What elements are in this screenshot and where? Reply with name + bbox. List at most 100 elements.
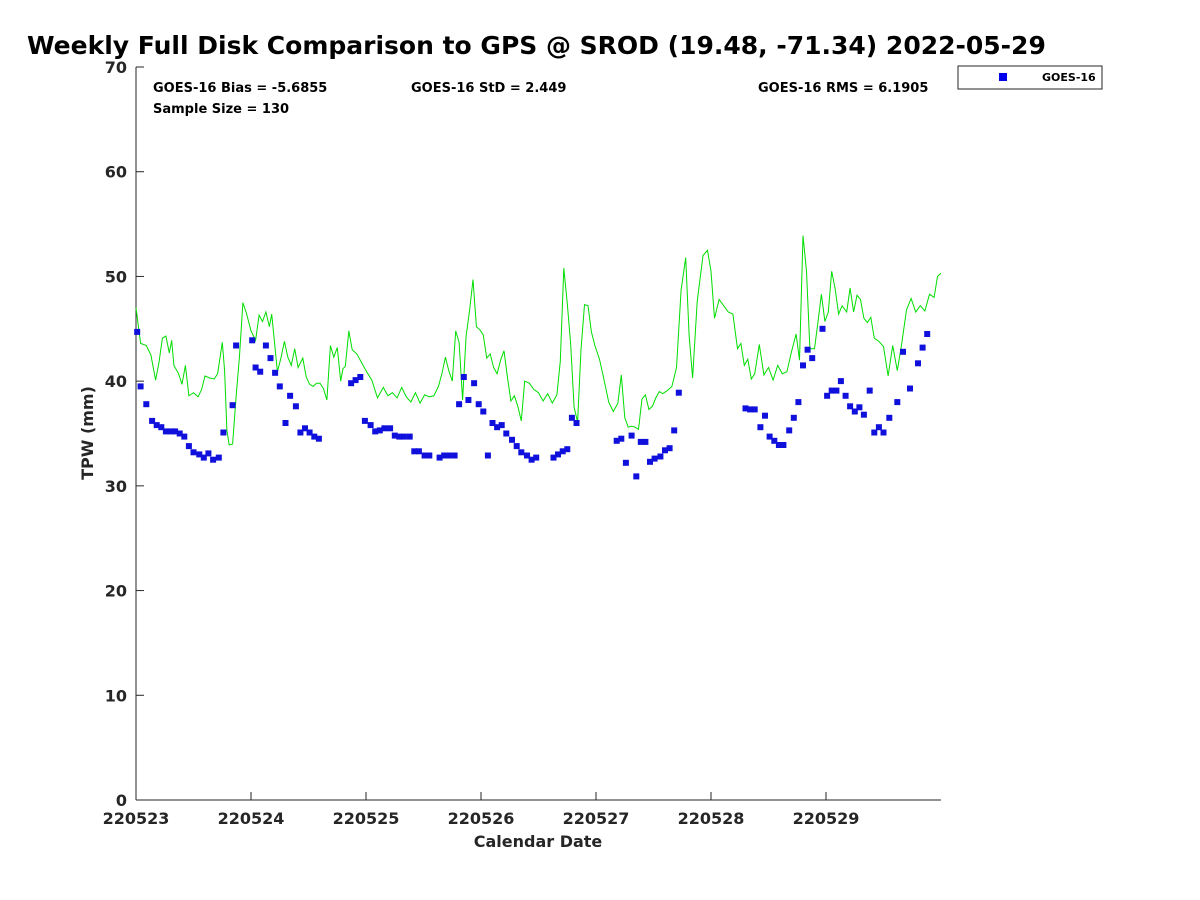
y-axis-label: TPW (mm) xyxy=(78,386,97,480)
y-tick-label: 70 xyxy=(105,58,127,77)
goes-data-point xyxy=(766,433,773,440)
x-axis-label: Calendar Date xyxy=(474,832,603,851)
goes-data-point xyxy=(220,429,227,436)
goes-data-point xyxy=(790,414,797,421)
goes-data-point xyxy=(262,342,269,349)
goes-data-point xyxy=(871,429,878,436)
goes-data-point xyxy=(800,362,806,369)
goes-data-point xyxy=(866,387,873,394)
y-tick-label: 50 xyxy=(105,267,127,286)
goes-data-point xyxy=(172,428,179,435)
x-tick-label: 220525 xyxy=(333,809,400,828)
goes-data-point xyxy=(196,451,203,458)
goes-data-point xyxy=(671,427,678,434)
goes-series xyxy=(134,325,931,480)
gps-series xyxy=(135,235,942,446)
goes-data-point xyxy=(200,454,207,461)
goes-data-point xyxy=(185,443,192,450)
goes-data-point xyxy=(489,420,496,426)
goes-data-point xyxy=(662,447,668,454)
goes-data-point xyxy=(282,420,289,426)
goes-data-point xyxy=(503,430,510,437)
goes-data-point xyxy=(842,392,849,399)
goes-data-point xyxy=(555,451,561,458)
goes-data-point xyxy=(613,437,620,444)
x-tick-label: 220523 xyxy=(103,809,170,828)
goes-data-point xyxy=(456,401,463,408)
goes-data-point xyxy=(436,454,443,461)
goes-data-point xyxy=(900,348,906,355)
goes-data-point xyxy=(406,433,413,440)
goes-data-point xyxy=(352,377,359,384)
goes-data-point xyxy=(675,389,682,396)
y-tick-label: 10 xyxy=(105,686,127,705)
goes-data-point xyxy=(158,424,165,431)
goes-data-point xyxy=(372,428,379,435)
goes-data-point xyxy=(628,432,635,439)
goes-data-point xyxy=(780,442,787,448)
goes-data-point xyxy=(153,422,160,429)
goes-data-point xyxy=(426,452,433,459)
goes-data-point xyxy=(134,328,141,335)
goes-data-point xyxy=(215,454,222,461)
goes-data-point xyxy=(915,360,921,367)
goes-data-point xyxy=(833,387,840,394)
goes-data-point xyxy=(181,433,188,440)
goes-data-point xyxy=(907,385,913,392)
goes-data-point xyxy=(633,473,640,480)
goes-data-point xyxy=(252,364,259,371)
goes-data-point xyxy=(471,380,478,387)
goes-data-point xyxy=(441,452,448,459)
x-tick-label: 220527 xyxy=(563,809,630,828)
goes-data-point xyxy=(568,414,575,421)
goes-data-point xyxy=(381,425,388,432)
goes-data-point xyxy=(642,438,649,445)
goes-data-point xyxy=(533,454,540,461)
goes-data-point xyxy=(357,374,364,380)
legend-box xyxy=(957,65,1103,90)
goes-data-point xyxy=(137,383,144,390)
goes-data-point xyxy=(824,392,831,399)
goes-data-point xyxy=(747,406,754,413)
x-tick-group: 220523 220524 220525 220526 220527 220528 2205… xyxy=(103,792,860,828)
goes-data-point xyxy=(666,445,673,452)
y-tick-label: 20 xyxy=(105,582,127,601)
legend: GOES-16 xyxy=(957,65,1103,90)
goes-data-point xyxy=(860,411,867,418)
bias-stat: GOES-16 Bias = -5.6855 xyxy=(153,81,327,96)
goes-data-point xyxy=(550,454,557,461)
goes-data-point xyxy=(348,380,355,387)
goes-data-point xyxy=(162,428,169,435)
y-tick-label: 60 xyxy=(105,163,127,182)
goes-data-point xyxy=(856,404,863,411)
goes-data-point xyxy=(475,401,482,408)
goes-data-point xyxy=(513,443,520,450)
goes-data-point xyxy=(297,429,304,436)
goes-data-point xyxy=(361,417,368,424)
goes-data-point xyxy=(559,448,566,455)
std-stat: GOES-16 StD = 2.449 xyxy=(411,81,566,96)
goes-data-point xyxy=(229,402,236,409)
goes-data-point xyxy=(391,432,398,439)
goes-data-point xyxy=(445,452,452,459)
x-tick-label: 220529 xyxy=(793,809,860,828)
x-tick-label: 220528 xyxy=(678,809,745,828)
goes-data-point xyxy=(484,452,491,459)
goes-data-point xyxy=(421,452,428,459)
goes-data-point xyxy=(376,427,383,434)
goes-data-point xyxy=(176,430,183,437)
goes-data-point xyxy=(894,399,901,406)
goes-data-point xyxy=(287,392,294,399)
goes-data-point xyxy=(292,403,299,410)
goes-data-point xyxy=(742,405,749,412)
goes-data-point xyxy=(647,458,653,465)
goes-data-point xyxy=(809,355,816,362)
goes-data-point xyxy=(167,428,174,435)
goes-data-point xyxy=(847,403,854,410)
goes-data-point xyxy=(210,456,217,463)
goes-data-point xyxy=(751,406,758,413)
goes-data-point xyxy=(828,387,835,394)
goes-data-point xyxy=(249,337,256,344)
goes-data-point xyxy=(819,325,826,332)
